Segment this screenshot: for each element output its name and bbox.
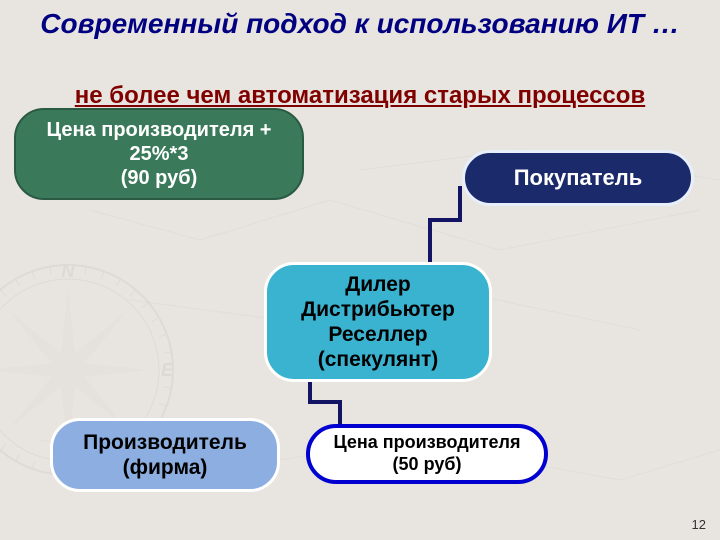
- node-price-base: Цена производителя(50 руб): [306, 424, 548, 484]
- node-text-line: (90 руб): [121, 166, 198, 190]
- node-text-line: 25%*3: [130, 142, 189, 166]
- node-text-line: Покупатель: [514, 165, 643, 191]
- svg-text:N: N: [62, 261, 76, 281]
- node-text-line: Реселлер: [328, 322, 427, 347]
- node-text-line: (спекулянт): [318, 347, 439, 372]
- node-text-line: (50 руб): [393, 454, 462, 476]
- node-text-line: Цена производителя +: [47, 118, 272, 142]
- slide-subtitle: не более чем автоматизация старых процес…: [0, 82, 720, 110]
- node-manufacturer: Производитель(фирма): [50, 418, 280, 492]
- node-dealer: ДилерДистрибьютерРеселлер(спекулянт): [264, 262, 492, 382]
- node-text-line: (фирма): [123, 455, 208, 480]
- node-price-high: Цена производителя +25%*3(90 руб): [14, 108, 304, 200]
- slide-title: Современный подход к использованию ИТ …: [0, 8, 720, 40]
- node-text-line: Производитель: [83, 430, 247, 455]
- node-buyer: Покупатель: [462, 150, 694, 206]
- node-text-line: Дистрибьютер: [301, 297, 455, 322]
- svg-text:E: E: [161, 360, 174, 380]
- node-text-line: Дилер: [345, 272, 410, 297]
- page-number: 12: [692, 517, 706, 532]
- node-text-line: Цена производителя: [334, 432, 521, 454]
